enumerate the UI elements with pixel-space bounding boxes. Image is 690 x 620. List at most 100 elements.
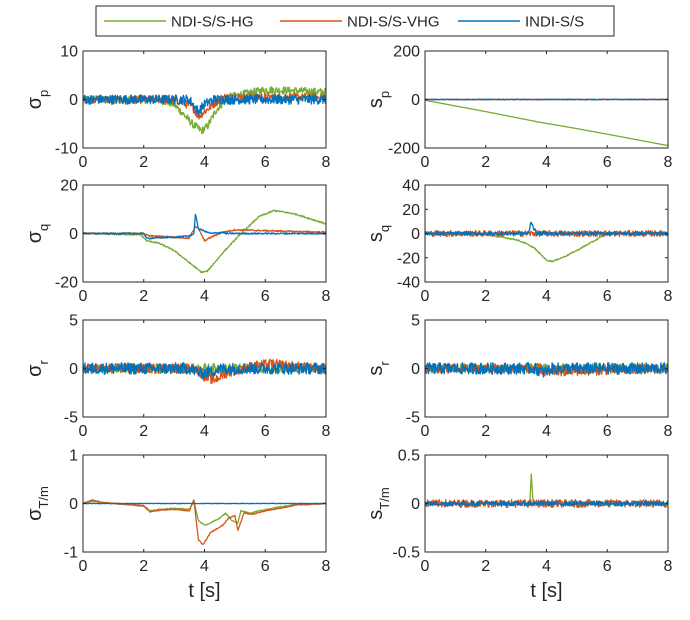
series-group <box>83 499 326 546</box>
y-tick-label: 20 <box>402 202 420 219</box>
x-tick-label: 2 <box>139 154 148 171</box>
series-line <box>425 98 668 101</box>
series-group <box>83 209 326 274</box>
legend-box <box>95 5 615 37</box>
y-tick-label: -10 <box>55 141 78 158</box>
x-tick-label: 0 <box>421 288 430 305</box>
x-tick-label: 2 <box>481 558 490 575</box>
series-line <box>425 362 668 378</box>
y-tick-label: 0 <box>69 496 78 513</box>
x-tick-label: 4 <box>542 558 551 575</box>
series-line <box>425 498 668 509</box>
x-tick-label: 0 <box>79 558 88 575</box>
x-tick-label: 0 <box>421 154 430 171</box>
x-axis-label: t [s] <box>530 580 562 602</box>
series-line <box>83 213 326 240</box>
series-line <box>425 473 668 506</box>
y-tick-label: -40 <box>397 275 420 292</box>
subplot: -40 -20 0 20 40 0 2 4 6 8 sq <box>365 178 673 306</box>
y-tick-label: 20 <box>60 178 78 195</box>
x-axis-label: t [s] <box>188 580 220 602</box>
x-tick-label: 2 <box>481 423 490 440</box>
y-axis-label: sq <box>365 225 392 242</box>
y-axis-label: sr <box>365 361 392 376</box>
y-tick-label: 0 <box>411 496 420 513</box>
y-tick-label: 0 <box>69 226 78 243</box>
x-tick-label: 0 <box>79 288 88 305</box>
series-group <box>425 473 668 509</box>
x-tick-label: 0 <box>79 154 88 171</box>
series-group <box>425 221 668 263</box>
series-line <box>425 99 668 147</box>
y-tick-label: 0.5 <box>398 448 420 465</box>
y-tick-label: -20 <box>55 275 78 292</box>
x-tick-label: 6 <box>261 423 270 440</box>
x-tick-label: 2 <box>139 288 148 305</box>
series-line <box>425 500 668 507</box>
y-axis-label: sp <box>365 91 392 108</box>
y-tick-label: 200 <box>393 44 420 61</box>
subplot: -0.500.50 2 4 6 8sT/mt [s] <box>365 448 673 603</box>
legend-label: NDI-S/S-VHG <box>347 14 440 31</box>
y-axis-label: σT/m <box>24 486 51 521</box>
y-tick-label: 0 <box>411 226 420 243</box>
x-tick-label: 6 <box>603 154 612 171</box>
x-tick-label: 0 <box>421 423 430 440</box>
series-line <box>425 221 668 236</box>
x-tick-label: 8 <box>664 154 673 171</box>
x-tick-label: 0 <box>421 558 430 575</box>
y-tick-label: -200 <box>388 141 420 158</box>
x-tick-label: 4 <box>200 288 209 305</box>
series-line <box>83 499 326 546</box>
x-tick-label: 4 <box>542 423 551 440</box>
y-axis-label: σq <box>24 224 51 244</box>
y-tick-label: 5 <box>411 313 420 330</box>
x-tick-label: 2 <box>139 423 148 440</box>
x-tick-label: 8 <box>664 288 673 305</box>
series-line <box>83 362 326 380</box>
y-tick-label: 40 <box>402 178 420 195</box>
y-tick-label: 0 <box>411 361 420 378</box>
x-tick-label: 8 <box>322 154 331 171</box>
x-tick-label: 6 <box>261 154 270 171</box>
x-tick-label: 6 <box>603 423 612 440</box>
y-tick-label: -5 <box>64 410 78 427</box>
series-line <box>83 94 326 117</box>
legend-label: NDI-S/S-HG <box>171 14 254 31</box>
y-tick-label: -20 <box>397 250 420 267</box>
x-tick-label: 4 <box>200 558 209 575</box>
y-axis-label: sT/m <box>365 487 392 519</box>
series-group <box>425 362 668 378</box>
x-tick-label: 4 <box>200 154 209 171</box>
x-tick-label: 2 <box>481 288 490 305</box>
legend: NDI-S/S-HG NDI-S/S-VHG INDI-S/S <box>95 5 615 37</box>
x-tick-label: 6 <box>603 558 612 575</box>
x-tick-label: 8 <box>664 558 673 575</box>
x-tick-label: 4 <box>542 288 551 305</box>
y-tick-label: 1 <box>69 448 78 465</box>
y-tick-label: 0 <box>69 361 78 378</box>
y-axis-label: σr <box>24 360 51 377</box>
y-tick-label: 5 <box>69 313 78 330</box>
y-tick-label: 10 <box>60 44 78 61</box>
x-tick-label: 2 <box>139 558 148 575</box>
y-tick-label: -5 <box>406 410 420 427</box>
x-tick-label: 6 <box>261 558 270 575</box>
x-tick-label: 8 <box>322 288 331 305</box>
x-tick-label: 6 <box>261 288 270 305</box>
y-axis-label: σp <box>24 90 51 110</box>
series-group <box>83 358 326 385</box>
x-tick-label: 2 <box>481 154 490 171</box>
series-line <box>425 232 668 263</box>
x-tick-label: 4 <box>542 154 551 171</box>
legend-label: INDI-S/S <box>525 14 584 31</box>
x-tick-label: 8 <box>322 423 331 440</box>
